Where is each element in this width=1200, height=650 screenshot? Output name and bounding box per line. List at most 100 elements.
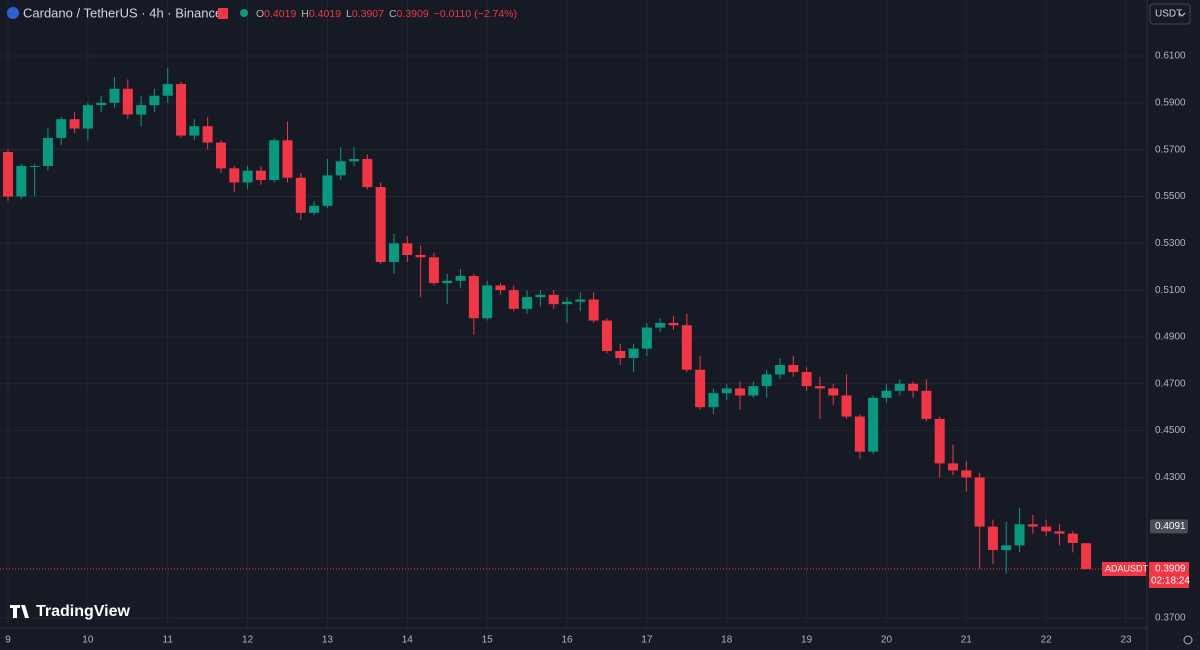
- settings-icon[interactable]: [1183, 635, 1193, 645]
- candle-body: [1014, 524, 1025, 546]
- candle-body: [761, 374, 772, 387]
- ohlc-label: C: [389, 8, 397, 20]
- x-tick-label: 20: [881, 635, 893, 646]
- branding[interactable]: TradingView: [36, 603, 131, 620]
- candle-body: [961, 470, 972, 478]
- x-tick-label: 9: [5, 635, 11, 646]
- y-tick-label: 0.4700: [1155, 378, 1186, 389]
- candle-body: [375, 187, 386, 263]
- x-tick-label: 17: [641, 635, 653, 646]
- y-tick-label: 0.4500: [1155, 425, 1186, 436]
- candle-body: [1027, 524, 1038, 527]
- candle-body: [562, 301, 573, 305]
- candle-body: [215, 142, 226, 169]
- candle-body: [601, 320, 612, 351]
- candle-body: [801, 372, 812, 387]
- candle-body: [82, 105, 93, 129]
- candle-body: [322, 175, 333, 206]
- candle-body: [295, 177, 306, 213]
- candle-body: [309, 205, 320, 213]
- candle-body: [575, 299, 586, 302]
- candle-body: [349, 158, 360, 162]
- y-tick-label: 0.3700: [1155, 613, 1186, 624]
- x-tick-label: 14: [402, 635, 414, 646]
- candle-body: [535, 294, 546, 298]
- x-tick-label: 11: [163, 635, 174, 646]
- change: −0.0110 (−2.74%): [434, 8, 517, 20]
- flag-icon[interactable]: [218, 8, 228, 19]
- candle-body: [1081, 543, 1092, 569]
- candle-body: [788, 365, 799, 373]
- y-tick-label: 0.4900: [1155, 332, 1186, 343]
- marker-box: [1150, 519, 1188, 534]
- logo-icon[interactable]: [10, 605, 29, 618]
- countdown: 02:18:24: [1151, 576, 1190, 587]
- candle-body: [522, 297, 533, 309]
- grid: [0, 0, 1147, 628]
- candle-body: [402, 243, 413, 255]
- candle-body: [109, 88, 120, 103]
- x-tick-label: 12: [242, 635, 254, 646]
- ohlc-label: H: [301, 8, 309, 20]
- candle-body: [468, 276, 479, 319]
- ohlc-legend: O0.4019 H0.4019 L0.3907 C0.3909 −0.0110 (−2.…: [256, 8, 517, 20]
- y-tick-label: 0.4300: [1155, 472, 1186, 483]
- symbol-title[interactable]: Cardano / TetherUS · 4h · Binance: [23, 5, 222, 20]
- candle-body: [202, 126, 213, 143]
- candle-body: [814, 386, 825, 389]
- ohlc-label: L: [346, 8, 352, 20]
- symbol-icon: [7, 7, 19, 19]
- ohlc-value: 0.4019: [264, 8, 296, 20]
- x-tick-label: 23: [1120, 635, 1132, 646]
- x-tick-label: 13: [322, 635, 334, 646]
- candle-body: [29, 166, 40, 168]
- candle-body: [189, 126, 200, 136]
- candle-body: [828, 388, 839, 396]
- candle-body: [655, 322, 666, 328]
- last-price-box: [1149, 561, 1189, 588]
- candle-body: [1001, 545, 1012, 551]
- candle-body: [229, 168, 240, 183]
- candle-body: [748, 386, 759, 396]
- y-tick-label: 0.6100: [1155, 51, 1186, 62]
- plot: [0, 67, 1147, 574]
- candle-body: [56, 119, 67, 138]
- candle-body: [1067, 533, 1078, 544]
- y-tick-label: 0.5300: [1155, 238, 1186, 249]
- ohlc-value: 0.3907: [352, 8, 384, 20]
- candle-body: [774, 365, 785, 375]
- candle-body: [122, 88, 133, 115]
- candle-body: [735, 388, 746, 396]
- y-tick-label: 0.5100: [1155, 285, 1186, 296]
- candle-body: [668, 322, 679, 326]
- candle-body: [1041, 526, 1052, 532]
- marker-label: 0.4091: [1155, 521, 1186, 532]
- candle-body: [508, 290, 519, 309]
- candle-body: [255, 170, 266, 181]
- candle-body: [948, 463, 959, 471]
- x-tick-label: 19: [801, 635, 813, 646]
- candle-body: [721, 388, 732, 394]
- x-tick-label: 22: [1041, 635, 1053, 646]
- ohlc-value: 0.3909: [397, 8, 429, 20]
- candle-body: [149, 95, 160, 106]
- candle-body: [615, 350, 626, 359]
- candle-body: [628, 348, 639, 359]
- x-tick-label: 16: [561, 635, 573, 646]
- candle-body: [269, 140, 280, 181]
- candle-body: [415, 254, 426, 258]
- candle-body: [136, 105, 147, 115]
- x-tick-label: 21: [961, 635, 973, 646]
- candle-body: [934, 418, 945, 464]
- currency[interactable]: USDT: [1155, 9, 1182, 20]
- candle-body: [681, 325, 692, 370]
- ohlc-label: O: [256, 8, 264, 20]
- currency-select[interactable]: [1149, 3, 1191, 25]
- y-tick-label: 0.5900: [1155, 97, 1186, 108]
- candle-body: [987, 526, 998, 551]
- x-tick-label: 10: [82, 635, 94, 646]
- dropdown-arrow[interactable]: [1178, 12, 1186, 17]
- symbol-label: ADAUSDT: [1105, 563, 1149, 573]
